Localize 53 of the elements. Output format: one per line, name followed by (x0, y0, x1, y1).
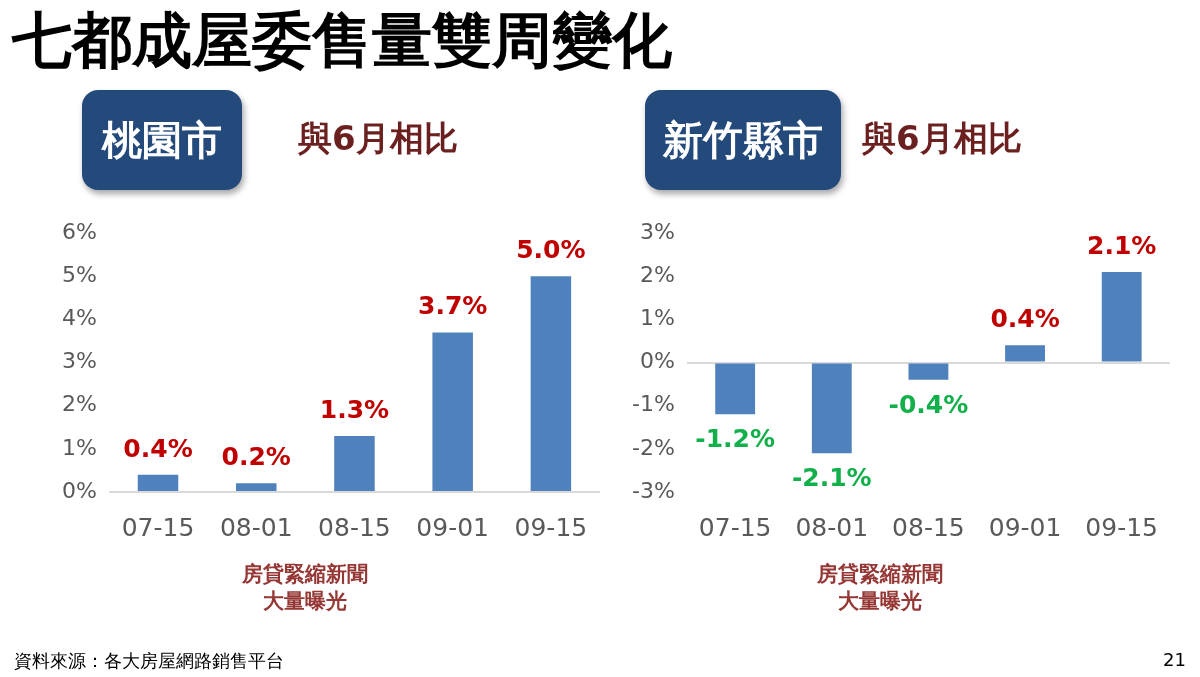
data-label: -0.4% (888, 389, 969, 419)
y-tick-label: 2% (639, 262, 675, 288)
data-label: 0.4% (990, 304, 1060, 334)
x-tick-label: 09-01 (416, 512, 489, 542)
y-tick-label: 0% (639, 348, 675, 374)
bar (1101, 272, 1142, 362)
y-tick-label: -2% (632, 434, 675, 460)
bar (715, 363, 756, 415)
bar (235, 483, 277, 491)
y-tick-label: 3% (62, 348, 97, 374)
source-note: 資料來源：各大房屋網路銷售平台 (14, 649, 284, 673)
data-label: 2.1% (1087, 231, 1157, 261)
y-tick-label: 0% (62, 477, 97, 503)
bar (432, 332, 473, 491)
x-tick-label: 09-01 (988, 512, 1062, 542)
y-tick-label: 5% (62, 262, 97, 288)
data-label: -1.2% (695, 424, 776, 454)
text: 七都成屋委售量雙周變化 (10, 4, 673, 77)
text: 房貸緊縮新聞大量曝光 (816, 561, 944, 613)
y-tick-label: 1% (62, 434, 97, 460)
data-label: 0.2% (221, 442, 291, 472)
bar (811, 363, 852, 454)
y-tick-label: 3% (639, 218, 675, 244)
y-tick-label: 4% (62, 305, 97, 331)
x-tick-label: 07-15 (121, 512, 195, 542)
y-tick-label: 1% (639, 305, 675, 331)
data-label: 0.4% (123, 433, 193, 463)
x-tick-label: 08-15 (892, 512, 965, 542)
text: 房貸緊縮新聞大量曝光 (241, 561, 369, 613)
chart-subtitle: 與6月相比 (862, 117, 1022, 160)
bar (908, 363, 949, 380)
data-label: 3.7% (418, 291, 488, 321)
x-tick-label: 08-01 (219, 512, 293, 542)
bar (1005, 345, 1045, 362)
chart-subtitle: 與6月相比 (298, 117, 458, 160)
y-tick-label: 2% (62, 391, 97, 417)
data-label: 5.0% (516, 235, 586, 265)
y-tick-label: 6% (62, 218, 97, 244)
chart-title: 新竹縣市 (645, 90, 841, 190)
x-tick-label: 07-15 (698, 512, 772, 542)
bar (137, 474, 179, 491)
y-tick-label: -1% (632, 391, 675, 417)
x-tick-label: 09-15 (1085, 512, 1159, 542)
data-label: -2.1% (791, 463, 872, 493)
bar (530, 276, 572, 491)
bar (334, 435, 375, 491)
text: 21 (1163, 649, 1186, 672)
y-tick-label: -3% (632, 477, 675, 503)
chart-title: 桃園市 (82, 90, 242, 190)
data-label: 1.3% (319, 394, 390, 424)
x-tick-label: 09-15 (514, 512, 588, 542)
x-tick-label: 08-01 (795, 512, 869, 542)
x-tick-label: 08-15 (318, 512, 391, 542)
